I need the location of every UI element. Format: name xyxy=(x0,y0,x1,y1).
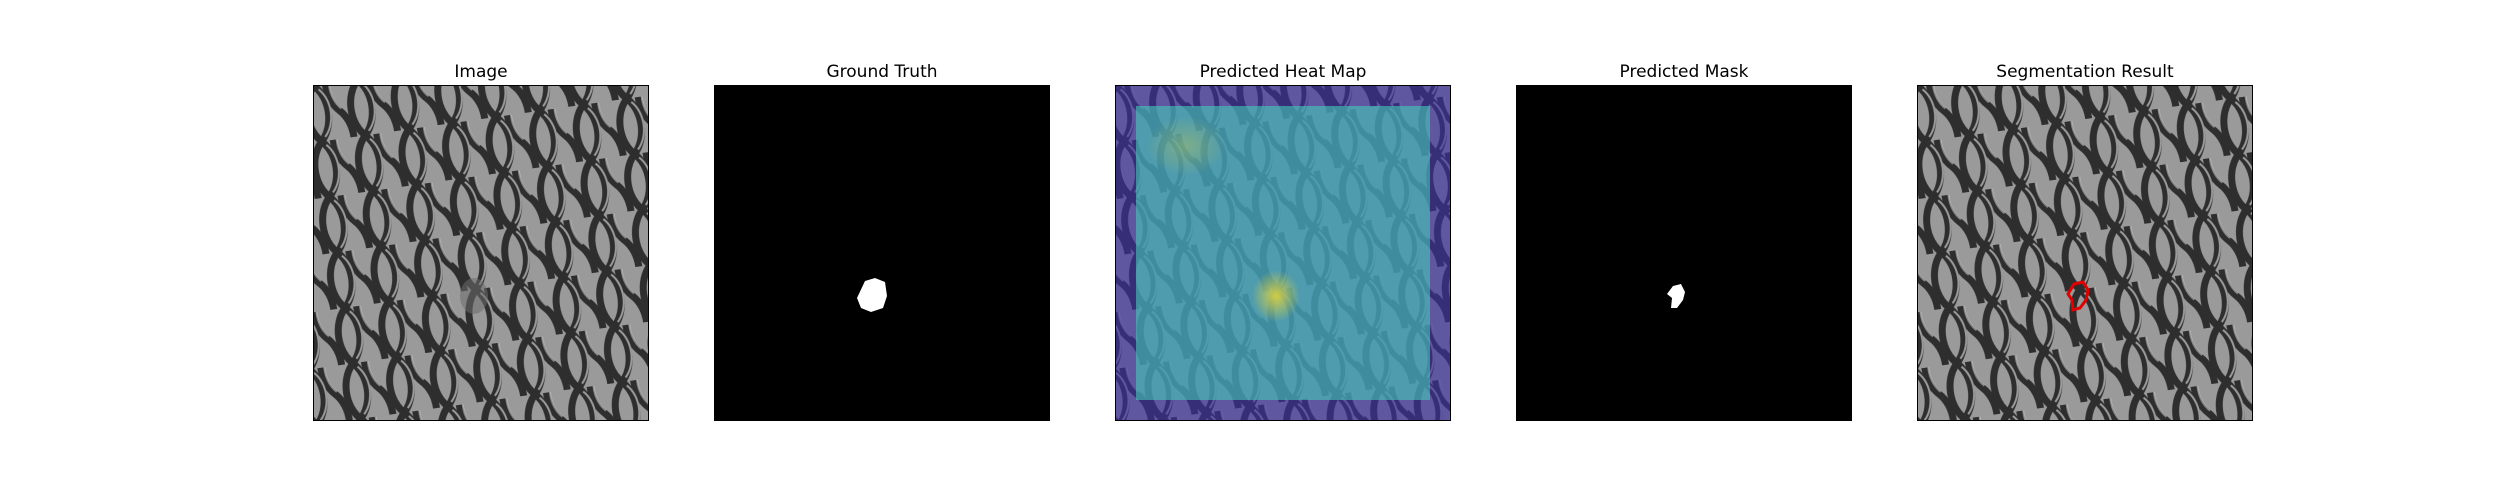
panel-ground-truth: Ground Truth xyxy=(714,60,1050,421)
heat-hot-spot xyxy=(1252,270,1300,322)
segmentation-contour xyxy=(2066,280,2090,312)
heat-map xyxy=(1116,86,1450,420)
predicted-blob xyxy=(1667,284,1685,308)
segmentation-image xyxy=(1918,86,2252,420)
panel-title: Segmentation Result xyxy=(1996,62,2174,82)
predicted-mask xyxy=(1517,86,1851,420)
defect-spot xyxy=(460,278,488,314)
ground-truth-frame xyxy=(714,85,1050,421)
mesh-image xyxy=(314,86,648,420)
segmentation-frame xyxy=(1917,85,2253,421)
ground-truth-blob xyxy=(857,278,887,312)
panel-heat-map: Predicted Heat Map xyxy=(1115,60,1451,421)
panel-title: Ground Truth xyxy=(826,62,938,82)
heat-warm-corner xyxy=(1146,116,1226,176)
panel-image: Image xyxy=(313,60,649,421)
panel-title: Predicted Heat Map xyxy=(1199,62,1367,82)
panel-title: Predicted Mask xyxy=(1619,62,1749,82)
panel-title: Image xyxy=(454,62,508,82)
panel-predicted-mask: Predicted Mask xyxy=(1516,60,1852,421)
heat-map-frame xyxy=(1115,85,1451,421)
ground-truth-mask xyxy=(715,86,1049,420)
panel-segmentation: Segmentation Result xyxy=(1917,60,2253,421)
predicted-mask-frame xyxy=(1516,85,1852,421)
image-frame xyxy=(313,85,649,421)
